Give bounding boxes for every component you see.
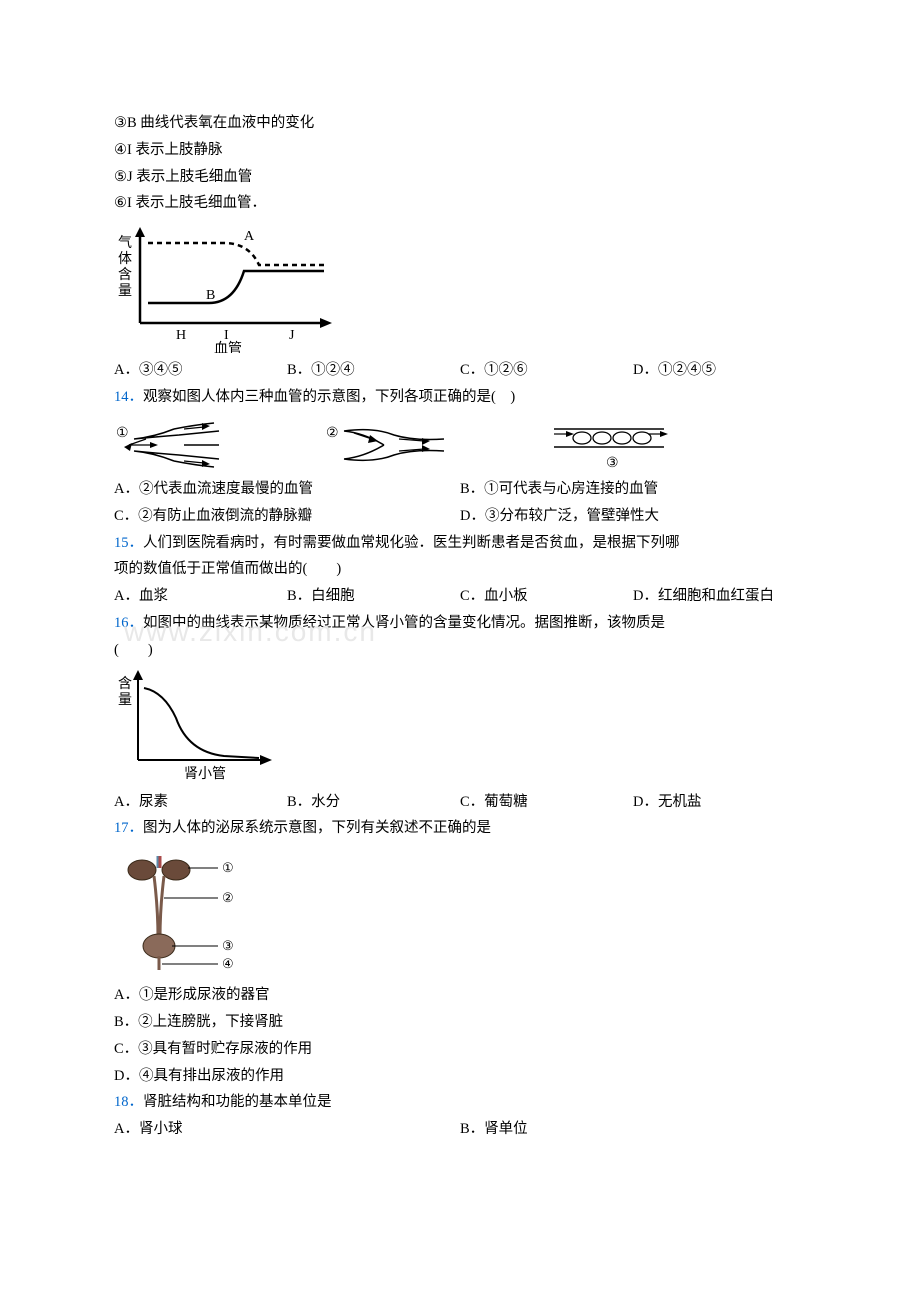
svg-text:③: ③ [606, 456, 619, 471]
vessel-3-icon: ③ [544, 417, 674, 472]
chart-q16: 含 量 肾小管 [114, 670, 806, 785]
svg-text:②: ② [326, 426, 339, 441]
q17-stem: 17．图为人体的泌尿系统示意图，下列有关叙述不正确的是 [114, 815, 806, 842]
q17-diagram: ① ② ③ ④ [114, 848, 806, 978]
q14-options-row1: A．②代表血流速度最慢的血管 B．①可代表与心房连接的血管 [114, 476, 806, 503]
q15-opt-d: D．红细胞和血红蛋白 [633, 583, 806, 610]
q14-opt-c: C．②有防止血液倒流的静脉瓣 [114, 503, 460, 530]
chart-x-j: J [289, 328, 295, 343]
q13-opt-c: C．①②⑥ [460, 357, 633, 384]
q17-opt-c: C．③具有暂时贮存尿液的作用 [114, 1036, 806, 1063]
chart-label-b: B [206, 288, 215, 303]
q15-number: 15． [114, 535, 143, 551]
q14-opt-b: B．①可代表与心房连接的血管 [460, 476, 806, 503]
q16-opt-c: C．葡萄糖 [460, 789, 633, 816]
intro-line-6: ⑥I 表示上肢毛细血管． [114, 190, 806, 217]
chart-x-i: I [224, 328, 229, 343]
q14-opt-d: D．③分布较广泛，管壁弹性大 [460, 503, 806, 530]
q13-opt-a: A．③④⑤ [114, 357, 287, 384]
q14-stem: 14．观察如图人体内三种血管的示意图，下列各项正确的是( ) [114, 384, 806, 411]
q16-opt-a: A．尿素 [114, 789, 287, 816]
q18-number: 18． [114, 1094, 143, 1110]
q17-opt-b: B．②上连膀胱，下接肾脏 [114, 1009, 806, 1036]
q17-label-1: ① [222, 860, 234, 875]
chart-ylabel-4: 量 [118, 283, 132, 299]
q16-ylabel-2: 量 [118, 692, 132, 708]
q13-opt-b: B．①②④ [287, 357, 460, 384]
chart-x-label: 血管 [214, 341, 242, 353]
q17-label-2: ② [222, 890, 234, 905]
q18-text: 肾脏结构和功能的基本单位是 [143, 1094, 332, 1110]
q14-options-row2: C．②有防止血液倒流的静脉瓣 D．③分布较广泛，管壁弹性大 [114, 503, 806, 530]
chart-ylabel-2: 体 [118, 251, 132, 267]
q17-text: 图为人体的泌尿系统示意图，下列有关叙述不正确的是 [143, 820, 491, 836]
q14-number: 14． [114, 389, 143, 405]
vessel-1-icon: ① [114, 419, 234, 469]
q18-opt-a: A．肾小球 [114, 1116, 460, 1143]
q17-label-4: ④ [222, 956, 234, 971]
q17-opt-d: D．④具有排出尿液的作用 [114, 1063, 806, 1090]
intro-line-4: ④I 表示上肢静脉 [114, 137, 806, 164]
chart-label-a: A [244, 229, 255, 244]
chart-x-h: H [176, 328, 186, 343]
q16-options: A．尿素 B．水分 C．葡萄糖 D．无机盐 [114, 789, 806, 816]
q18-options: A．肾小球 B．肾单位 [114, 1116, 806, 1143]
q18-opt-b: B．肾单位 [460, 1116, 806, 1143]
q17-label-3: ③ [222, 938, 234, 953]
q15-opt-c: C．血小板 [460, 583, 633, 610]
q13-opt-d: D．①②④⑤ [633, 357, 806, 384]
chart-q13: A B 气 体 含 量 H I J 血管 [114, 223, 806, 353]
q14-text: 观察如图人体内三种血管的示意图，下列各项正确的是( ) [143, 389, 515, 405]
q16-xlabel: 肾小管 [184, 766, 226, 782]
q17-number: 17． [114, 820, 143, 836]
q17-opt-a: A．①是形成尿液的器官 [114, 982, 806, 1009]
q15-stem-2: 项的数值低于正常值而做出的( ) [114, 556, 806, 583]
watermark-text: www.zixin.com.cn [124, 606, 377, 658]
q15-text-1: 人们到医院看病时，有时需要做血常规化验．医生判断患者是否贫血，是根据下列哪 [143, 535, 680, 551]
chart-ylabel-3: 含 [118, 267, 132, 283]
intro-line-5: ⑤J 表示上肢毛细血管 [114, 164, 806, 191]
q15-stem-1: 15．人们到医院看病时，有时需要做血常规化验．医生判断患者是否贫血，是根据下列哪 [114, 530, 806, 557]
q16-opt-b: B．水分 [287, 789, 460, 816]
chart-ylabel-1: 气 [118, 235, 132, 251]
vessel-2-icon: ② [324, 419, 454, 469]
q18-stem: 18．肾脏结构和功能的基本单位是 [114, 1089, 806, 1116]
q14-vessel-images: ① ② [114, 417, 806, 472]
q13-options: A．③④⑤ B．①②④ C．①②⑥ D．①②④⑤ [114, 357, 806, 384]
svg-text:①: ① [116, 426, 129, 441]
q14-opt-a: A．②代表血流速度最慢的血管 [114, 476, 460, 503]
q16-opt-d: D．无机盐 [633, 789, 806, 816]
intro-line-3: ③B 曲线代表氧在血液中的变化 [114, 110, 806, 137]
q16-ylabel-1: 含 [118, 676, 132, 692]
